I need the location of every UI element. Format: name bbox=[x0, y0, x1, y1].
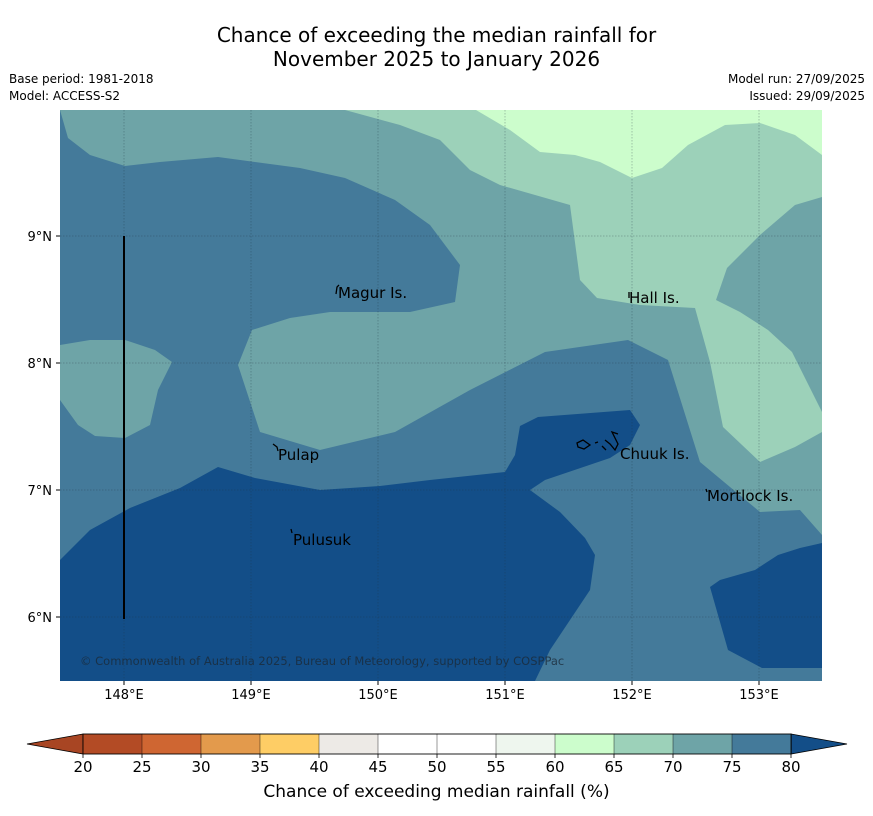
axis-labels: 148°E 149°E 150°E 151°E 152°E 153°E 9°N … bbox=[28, 230, 779, 703]
place-label-mortlock: Mortlock Is. bbox=[707, 487, 793, 505]
colorbar-segment bbox=[554, 733, 615, 755]
colorbar-segment bbox=[200, 733, 261, 755]
x-tick-label: 149°E bbox=[231, 688, 271, 703]
model-run: Model run: 27/09/2025 bbox=[727, 72, 865, 86]
zone-70-75-left bbox=[60, 340, 172, 438]
colorbar-segment bbox=[436, 733, 497, 755]
x-tick-label: 153°E bbox=[739, 688, 779, 703]
colorbar-segment bbox=[141, 733, 202, 755]
x-tick-label: 148°E bbox=[104, 688, 144, 703]
x-tick-label: 151°E bbox=[485, 688, 525, 703]
colorbar-ticks: 20 25 30 35 40 45 50 55 60 65 70 75 80 bbox=[73, 754, 801, 776]
x-tick-marks bbox=[123, 681, 760, 685]
issued-date: Issued: 29/09/2025 bbox=[749, 89, 865, 103]
map-title-line1: Chance of exceeding the median rainfall … bbox=[216, 23, 657, 47]
colorbar-tick-label: 70 bbox=[663, 758, 682, 776]
place-label-chuuk: Chuuk Is. bbox=[620, 445, 689, 463]
y-tick-label: 9°N bbox=[28, 230, 53, 245]
colorbar-tick-label: 50 bbox=[427, 758, 446, 776]
colorbar-tick-label: 20 bbox=[73, 758, 92, 776]
place-label-pulap: Pulap bbox=[278, 446, 319, 464]
colorbar-tick-label: 65 bbox=[604, 758, 623, 776]
colorbar-tick-label: 30 bbox=[191, 758, 210, 776]
meta-left: Base period: 1981-2018 Model: ACCESS-S2 bbox=[9, 71, 154, 105]
mortlock-island-shape bbox=[705, 488, 708, 493]
map-title-line2: November 2025 to January 2026 bbox=[272, 47, 601, 71]
colorbar-tick-label: 60 bbox=[545, 758, 564, 776]
chuuk-island-shape bbox=[576, 430, 619, 452]
zone-60-65 bbox=[476, 110, 822, 178]
colorbar-segment bbox=[259, 733, 320, 755]
colorbar-segment bbox=[82, 733, 143, 755]
base-period: Base period: 1981-2018 bbox=[9, 72, 154, 86]
y-tick-label: 7°N bbox=[28, 484, 53, 499]
place-label-hall: Hall Is. bbox=[629, 289, 680, 307]
colorbar-tick-label: 80 bbox=[781, 758, 800, 776]
place-label-pulusuk: Pulusuk bbox=[293, 531, 351, 549]
rainfall-map: Magur Is. Hall Is. Pulap Chuuk Is. Mortl… bbox=[60, 110, 822, 681]
colorbar-tick-label: 55 bbox=[486, 758, 505, 776]
colorbar-label: Chance of exceeding median rainfall (%) bbox=[263, 782, 610, 802]
island-shapes bbox=[272, 284, 708, 534]
zone-80-bottom-right bbox=[710, 543, 822, 668]
x-tick-label: 152°E bbox=[612, 688, 652, 703]
gridlines bbox=[60, 110, 822, 681]
colorbar-tick-label: 25 bbox=[132, 758, 151, 776]
colorbar-under-arrow bbox=[26, 733, 84, 755]
zone-80-bottom bbox=[60, 410, 640, 681]
colorbar-tick-label: 45 bbox=[368, 758, 387, 776]
x-tick-label: 150°E bbox=[358, 688, 398, 703]
colorbar-segment bbox=[672, 733, 733, 755]
magur-island-shape bbox=[335, 284, 340, 295]
colorbar-tick-label: 40 bbox=[309, 758, 328, 776]
colorbar-segment bbox=[495, 733, 556, 755]
pulap-island-shape bbox=[272, 443, 279, 452]
model-name: Model: ACCESS-S2 bbox=[9, 89, 121, 103]
colorbar-over-arrow bbox=[790, 733, 848, 755]
colorbar-tick-label: 75 bbox=[722, 758, 741, 776]
colorbar-segment bbox=[731, 733, 792, 755]
y-tick-label: 6°N bbox=[28, 611, 53, 626]
pulusuk-island-shape bbox=[290, 528, 293, 534]
colorbar: 20 25 30 35 40 45 50 55 60 65 70 75 80 bbox=[26, 733, 848, 776]
colorbar-tick-label: 35 bbox=[250, 758, 269, 776]
colorbar-segment bbox=[318, 733, 379, 755]
y-tick-marks bbox=[56, 235, 60, 618]
colorbar-segment bbox=[377, 733, 438, 755]
zone-65-70 bbox=[345, 110, 822, 462]
colorbar-segment bbox=[613, 733, 674, 755]
meta-right: Model run: 27/09/2025 Issued: 29/09/2025 bbox=[728, 71, 865, 105]
copyright-notice: © Commonwealth of Australia 2025, Bureau… bbox=[80, 654, 564, 668]
place-labels: Magur Is. Hall Is. Pulap Chuuk Is. Mortl… bbox=[278, 284, 793, 549]
colorbar-segments bbox=[82, 733, 792, 755]
y-tick-label: 8°N bbox=[28, 357, 53, 372]
place-label-magur: Magur Is. bbox=[338, 284, 407, 302]
